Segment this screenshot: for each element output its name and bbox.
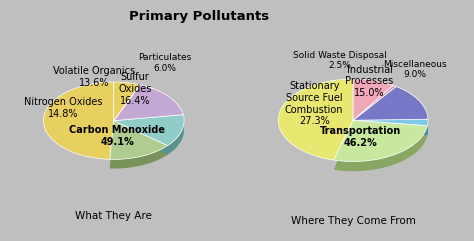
- Polygon shape: [44, 82, 114, 159]
- Text: Miscellaneous
9.0%: Miscellaneous 9.0%: [383, 60, 447, 79]
- Text: Where They Come From: Where They Come From: [291, 216, 416, 226]
- Polygon shape: [334, 125, 428, 171]
- Text: Stationary
Source Fuel
Combustion
27.3%: Stationary Source Fuel Combustion 27.3%: [285, 81, 344, 126]
- Text: Solid Waste Disposal
2.5%: Solid Waste Disposal 2.5%: [293, 51, 386, 70]
- Text: Volatile Organics
13.6%: Volatile Organics 13.6%: [53, 66, 135, 88]
- Text: Primary Pollutants: Primary Pollutants: [129, 10, 269, 23]
- Text: Carbon Monoxide
49.1%: Carbon Monoxide 49.1%: [69, 125, 165, 147]
- Text: Sulfur
Oxides
16.4%: Sulfur Oxides 16.4%: [118, 73, 152, 106]
- Polygon shape: [353, 87, 428, 120]
- Text: Nitrogen Oxides
14.8%: Nitrogen Oxides 14.8%: [24, 97, 102, 119]
- Polygon shape: [353, 119, 428, 135]
- Text: Particulates
6.0%: Particulates 6.0%: [138, 53, 191, 73]
- Polygon shape: [114, 85, 183, 121]
- Polygon shape: [110, 125, 168, 168]
- Polygon shape: [114, 115, 184, 146]
- Text: Transportation
46.2%: Transportation 46.2%: [320, 126, 401, 147]
- Polygon shape: [114, 85, 140, 121]
- Polygon shape: [278, 79, 353, 160]
- Polygon shape: [110, 121, 168, 159]
- Polygon shape: [353, 119, 428, 126]
- Text: What They Are: What They Are: [75, 211, 152, 221]
- Polygon shape: [114, 82, 140, 121]
- Polygon shape: [334, 120, 428, 161]
- Polygon shape: [353, 79, 393, 120]
- Polygon shape: [114, 115, 184, 155]
- Text: Industrial
Processes
15.0%: Industrial Processes 15.0%: [346, 65, 394, 98]
- Polygon shape: [353, 85, 396, 120]
